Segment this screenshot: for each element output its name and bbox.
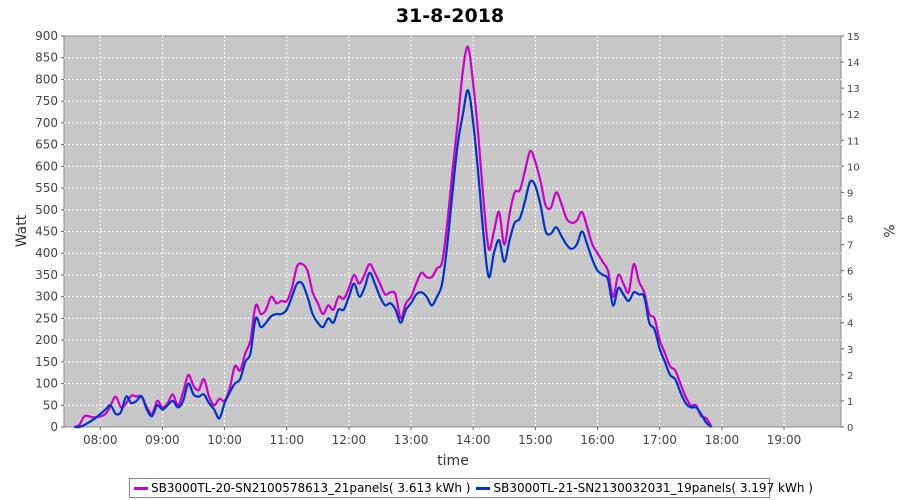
- y2-tick-label: 7: [847, 241, 853, 252]
- y-tick-label: 650: [35, 138, 58, 152]
- x-tick-label: 18:00: [705, 433, 740, 447]
- y2-tick-label: 15: [847, 32, 860, 43]
- y-tick-label: 450: [35, 225, 58, 239]
- y-tick-label: 350: [35, 268, 58, 282]
- y-tick-label: 100: [35, 377, 58, 391]
- y-tick-label: 250: [35, 311, 58, 325]
- x-tick-label: 14:00: [456, 433, 491, 447]
- x-tick-label: 15:00: [518, 433, 553, 447]
- y2-tick-label: 1: [847, 397, 853, 408]
- legend-label-series-2: SB3000TL-21-SN2130032031_19panels( 3.197…: [493, 481, 813, 495]
- y-tick-label: 800: [35, 72, 58, 86]
- y-tick-label: 750: [35, 94, 58, 108]
- y2-tick-label: 5: [847, 293, 853, 304]
- legend-swatch-series-1: [134, 486, 148, 490]
- y-axis: 0 50 100 150 200 250 300 350 400 450 500 550 600 650 7…: [35, 29, 64, 434]
- y-tick-label: 700: [35, 116, 58, 130]
- series-layer: [73, 45, 713, 429]
- y2-tick-label: 12: [847, 110, 860, 121]
- y2-tick-label: 6: [847, 267, 853, 278]
- y-tick-label: 550: [35, 181, 58, 195]
- series-line-1: [73, 45, 713, 429]
- legend-item-series-2: SB3000TL-21-SN2130032031_19panels( 3.197…: [476, 481, 813, 495]
- series-line-2: [74, 89, 713, 429]
- y-tick-label: 50: [43, 398, 58, 412]
- y-tick-label: 300: [35, 290, 58, 304]
- y-tick-label: 150: [35, 355, 58, 369]
- x-tick-label: 09:00: [145, 433, 180, 447]
- x-tick-label: 08:00: [83, 433, 118, 447]
- y2-tick-label: 4: [847, 319, 853, 330]
- chart-canvas: 31-8-2018 050100150200250300350400450500…: [14, 5, 896, 469]
- y2-tick-label: 10: [847, 162, 860, 173]
- y-tick-label: 850: [35, 51, 58, 65]
- x-tick-label: 19:00: [767, 433, 802, 447]
- y2-tick-label: 2: [847, 371, 853, 382]
- y2-tick-label: 11: [847, 136, 860, 147]
- y2-tick-label: 8: [847, 214, 853, 225]
- chart-title: 31-8-2018: [396, 5, 504, 27]
- legend: SB3000TL-20-SN2100578613_21panels( 3.613…: [129, 478, 813, 498]
- x-axis: 08:00 09:00 10:00 11:00 12:00 13:00 14:00 15:00…: [83, 427, 801, 447]
- y-tick-label: 0: [50, 420, 58, 434]
- y2-tick-label: 9: [847, 188, 853, 199]
- x-axis-title: time: [437, 453, 469, 469]
- x-tick-label: 11:00: [269, 433, 304, 447]
- y-axis-title: Watt: [14, 214, 30, 247]
- y2-tick-label: 14: [847, 58, 860, 69]
- x-tick-label: 12:00: [332, 433, 367, 447]
- y-tick-label: 600: [35, 159, 58, 173]
- y2-tick-label: 13: [847, 84, 860, 95]
- x-tick-label: 16:00: [580, 433, 615, 447]
- x-tick-label: 13:00: [394, 433, 429, 447]
- legend-label-series-1: SB3000TL-20-SN2100578613_21panels( 3.613…: [151, 481, 471, 495]
- y-tick-label: 500: [35, 203, 58, 217]
- y-tick-label: 200: [35, 333, 58, 347]
- y2-axis-title: %: [880, 224, 896, 237]
- y2-tick-label: 3: [847, 345, 853, 356]
- x-tick-label: 10:00: [207, 433, 242, 447]
- y-tick-label: 400: [35, 246, 58, 260]
- legend-item-series-1: SB3000TL-20-SN2100578613_21panels( 3.613…: [134, 481, 470, 495]
- x-tick-label: 17:00: [642, 433, 677, 447]
- y-tick-label: 900: [35, 29, 58, 43]
- legend-swatch-series-2: [476, 486, 491, 490]
- y2-tick-label: 0: [847, 423, 853, 434]
